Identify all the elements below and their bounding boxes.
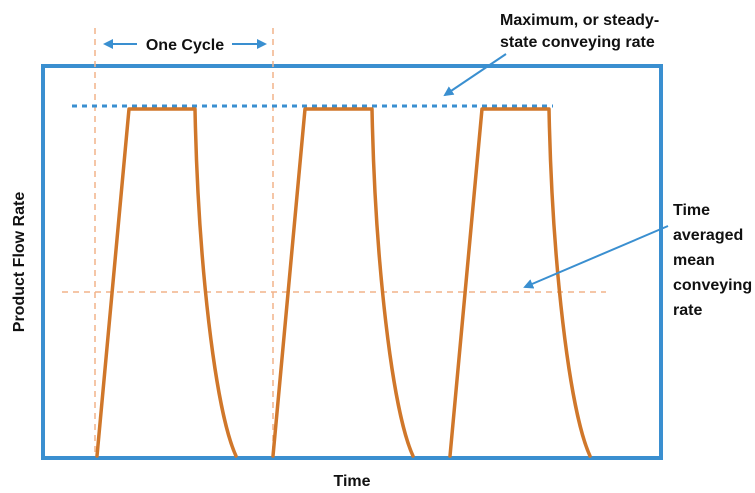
mean-label-line4: conveying <box>673 277 752 294</box>
one-cycle-annotation: One Cycle <box>103 37 267 54</box>
mean-label-line3: mean <box>673 252 715 269</box>
steady-state-arrow <box>443 53 507 97</box>
pulse-2 <box>271 107 415 458</box>
steady-state-label-line1: Maximum, or steady- <box>500 12 659 29</box>
mean-label-line1: Time <box>673 202 710 219</box>
mean-label-line2: averaged <box>673 227 743 244</box>
x-axis-label: Time <box>333 473 370 490</box>
pulses <box>95 107 592 458</box>
pulse-3 <box>448 107 592 458</box>
mean-label-line5: rate <box>673 302 702 319</box>
pulse-1 <box>95 107 238 458</box>
mean-rate-annotation: Time averaged mean conveying rate <box>523 202 752 319</box>
one-cycle-label: One Cycle <box>146 37 224 54</box>
steady-state-annotation: Maximum, or steady- state conveying rate <box>443 12 659 97</box>
steady-state-label-line2: state conveying rate <box>500 34 655 51</box>
plot-frame <box>41 64 663 460</box>
mean-rate-arrow <box>523 225 669 289</box>
y-axis-label: Product Flow Rate <box>11 192 28 333</box>
